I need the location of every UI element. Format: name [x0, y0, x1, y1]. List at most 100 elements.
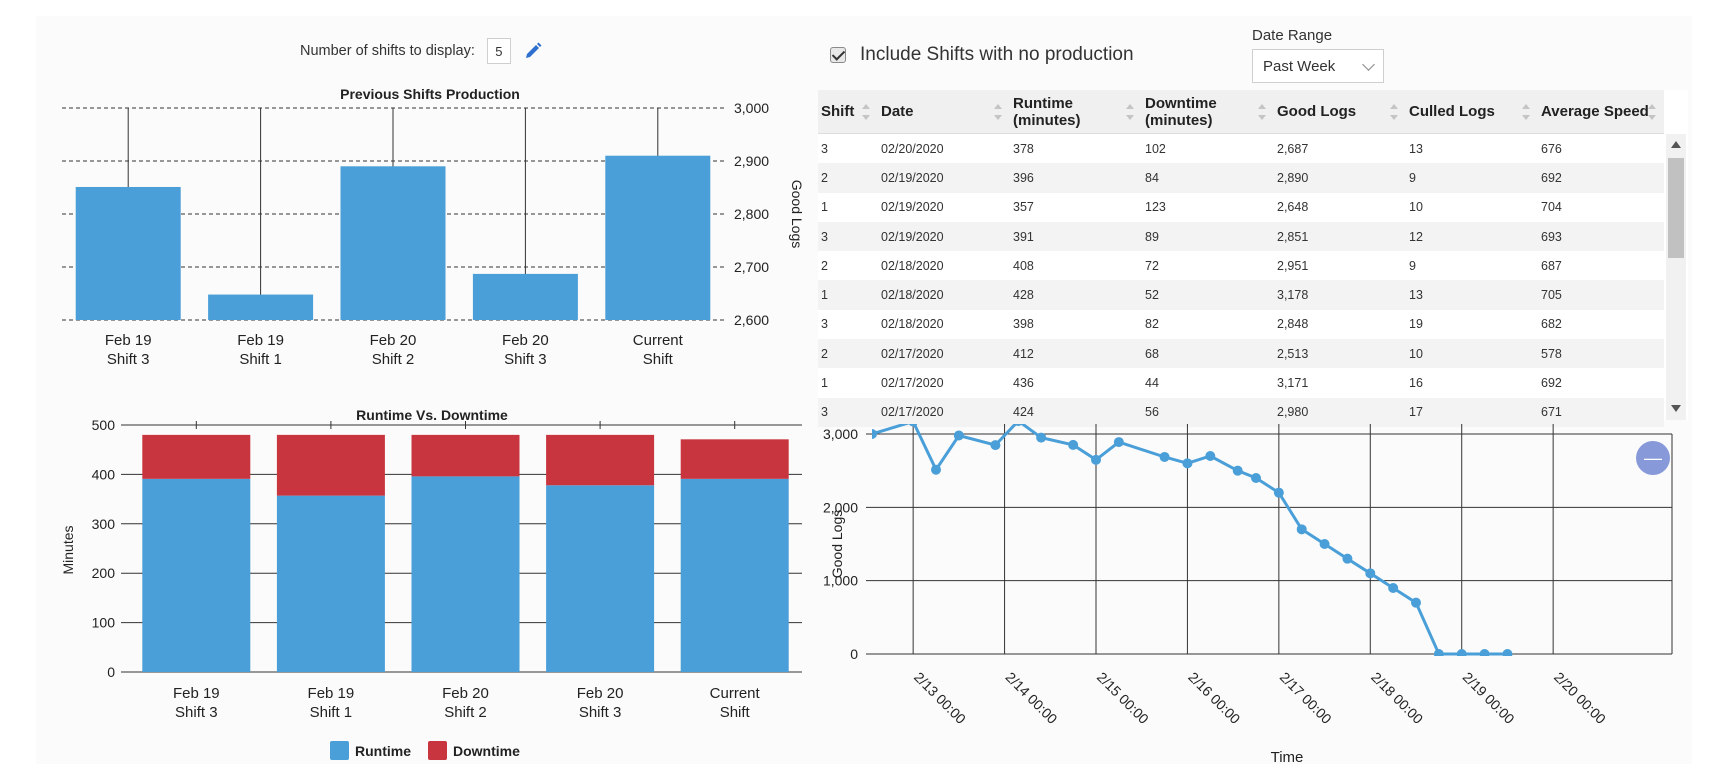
scroll-down-icon[interactable]: [1671, 405, 1681, 412]
column-header[interactable]: Date: [878, 90, 1010, 133]
series-line: [872, 424, 1508, 656]
table-cell: 13: [1409, 288, 1423, 303]
table-cell: 02/17/2020: [881, 376, 944, 391]
y-tick-label: 0: [107, 664, 115, 680]
table-cell: 3: [821, 317, 828, 332]
y-tick-label: 500: [92, 417, 116, 433]
shifts-label: Number of shifts to display:: [300, 43, 475, 59]
table-cell: 428: [1013, 288, 1034, 303]
sort-icon[interactable]: [1126, 104, 1134, 120]
table-row[interactable]: 3 02/17/2020 424 56 2,980 17 671: [818, 397, 1664, 427]
x-tick-label: Feb 19: [105, 332, 152, 349]
table-cell: 436: [1013, 376, 1034, 391]
table-cell: 424: [1013, 405, 1034, 420]
table-row[interactable]: 2 02/17/2020 412 68 2,513 10 578: [818, 339, 1664, 369]
data-point: [1036, 432, 1047, 443]
include-shifts-checkbox[interactable]: [830, 47, 846, 63]
sort-icon[interactable]: [994, 104, 1002, 120]
table-scrollbar[interactable]: [1666, 134, 1686, 420]
legend-label: Runtime: [355, 743, 411, 759]
sort-icon[interactable]: [862, 104, 870, 120]
table-row[interactable]: 3 02/20/2020 378 102 2,687 13 676: [818, 134, 1664, 163]
column-header[interactable]: Average Speed: [1538, 90, 1664, 133]
shifts-count-input[interactable]: 5: [486, 38, 511, 64]
table-cell: 1: [821, 288, 828, 303]
y-tick-label: 300: [92, 516, 116, 532]
table-row[interactable]: 2 02/18/2020 408 72 2,951 9 687: [818, 251, 1664, 280]
table-cell: 02/17/2020: [881, 405, 944, 420]
chart-title: Previous Shifts Production: [340, 86, 520, 102]
table-cell: 693: [1541, 229, 1562, 244]
x-tick-label: Feb 19: [173, 685, 220, 702]
data-point: [953, 430, 964, 441]
table-row[interactable]: 3 02/18/2020 398 82 2,848 19 682: [818, 310, 1664, 339]
bar: [605, 155, 711, 320]
x-tick-label: Shift 1: [310, 704, 353, 721]
y-tick-label: 1,000: [823, 573, 858, 589]
table-row[interactable]: 1 02/19/2020 357 123 2,648 10 704: [818, 193, 1664, 222]
table-row[interactable]: 1 02/17/2020 436 44 3,171 16 692: [818, 368, 1664, 397]
column-header[interactable]: Good Logs: [1274, 90, 1406, 133]
table-cell: 687: [1541, 258, 1562, 273]
data-point: [1388, 583, 1399, 593]
downtime-bar: [680, 439, 789, 479]
table-cell: 19: [1409, 317, 1423, 332]
x-tick-label: 2/14 00:00: [1002, 669, 1060, 727]
table-cell: 02/19/2020: [881, 170, 944, 185]
y-tick-label: 0: [850, 646, 858, 662]
x-tick-label: Shift 3: [107, 351, 150, 368]
pencil-icon[interactable]: [523, 41, 543, 61]
table-cell: 10: [1409, 200, 1423, 215]
table-cell: 3: [821, 141, 828, 156]
column-header[interactable]: Culled Logs: [1406, 90, 1538, 133]
shifts-control: Number of shifts to display: 5: [300, 38, 543, 64]
date-range-select[interactable]: Past Week: [1252, 49, 1384, 83]
x-tick-label: Shift 3: [504, 351, 547, 368]
table-cell: 357: [1013, 200, 1034, 215]
date-range-label: Date Range: [1252, 27, 1333, 44]
table-cell: 2,648: [1277, 200, 1309, 215]
data-point: [1456, 649, 1467, 656]
table-row[interactable]: 3 02/19/2020 391 89 2,851 12 693: [818, 221, 1664, 252]
table-cell: 9: [1409, 258, 1416, 273]
table-cell: 3,171: [1277, 376, 1309, 391]
bar: [472, 273, 578, 320]
scroll-up-icon[interactable]: [1671, 141, 1681, 148]
scroll-thumb[interactable]: [1668, 158, 1684, 258]
table-row[interactable]: 2 02/19/2020 396 84 2,890 9 692: [818, 163, 1664, 193]
table-cell: 17: [1409, 405, 1423, 420]
table-cell: 3: [821, 405, 828, 420]
table-row[interactable]: 1 02/18/2020 428 52 3,178 13 705: [818, 280, 1664, 310]
table-cell: 02/18/2020: [881, 317, 944, 332]
data-point: [1091, 454, 1101, 465]
runtime-bar: [680, 478, 789, 672]
column-header[interactable]: Downtime (minutes): [1142, 90, 1274, 133]
downtime-bar: [276, 434, 385, 496]
column-header[interactable]: Runtime (minutes): [1010, 90, 1142, 133]
data-point: [1205, 451, 1216, 461]
data-point: [1068, 439, 1079, 450]
sort-icon[interactable]: [1522, 104, 1530, 120]
column-header[interactable]: Shift: [818, 90, 878, 133]
sort-icon[interactable]: [1390, 104, 1398, 120]
table-cell: 578: [1541, 346, 1562, 361]
table-cell: 52: [1145, 288, 1159, 303]
table-cell: 692: [1541, 376, 1562, 391]
runtime-bar: [142, 478, 251, 672]
table-cell: 2,851: [1277, 229, 1309, 244]
runtime-downtime-chart: Runtime Vs. Downtime 0 100 200 300 400 500 Minu…: [60, 407, 802, 760]
sort-icon[interactable]: [1258, 104, 1266, 120]
data-point: [990, 440, 1001, 451]
table-body: 3 02/20/2020 378 102 2,687 13 676 2 02/19/2020 3 9…: [818, 134, 1664, 427]
chevron-down-icon: [1362, 57, 1375, 71]
sort-icon[interactable]: [1648, 104, 1656, 120]
table-cell: 02/17/2020: [881, 346, 944, 361]
x-tick-label: 2/17 00:00: [1277, 669, 1335, 727]
chart-title: Runtime Vs. Downtime: [356, 407, 508, 423]
minus-icon[interactable]: —: [1636, 441, 1670, 475]
x-tick-label: Feb 20: [502, 332, 549, 349]
data-point: [1342, 553, 1353, 564]
table-cell: 2: [821, 170, 828, 185]
x-tick-label: Feb 20: [577, 685, 624, 702]
bar: [208, 294, 314, 320]
